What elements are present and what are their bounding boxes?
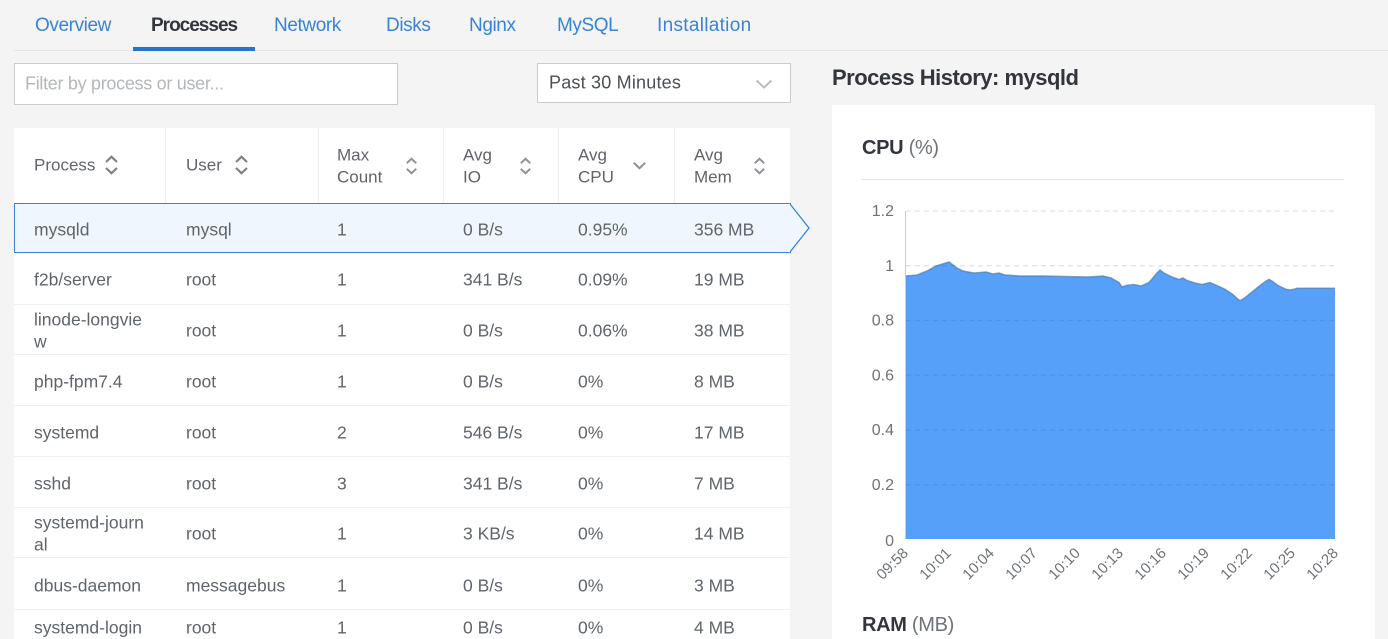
svg-text:10:07: 10:07 [1002,545,1041,584]
svg-text:0.8: 0.8 [872,313,894,330]
svg-text:0.2: 0.2 [872,477,894,494]
svg-text:10:28: 10:28 [1303,545,1342,584]
svg-text:0.4: 0.4 [872,422,894,439]
svg-text:0: 0 [885,533,894,550]
svg-text:10:25: 10:25 [1260,545,1299,584]
svg-text:10:22: 10:22 [1217,545,1256,584]
svg-text:10:13: 10:13 [1088,545,1127,584]
svg-text:10:16: 10:16 [1131,545,1170,584]
svg-text:1.2: 1.2 [872,203,894,220]
svg-text:1: 1 [885,258,894,275]
svg-text:10:19: 10:19 [1174,545,1213,584]
svg-text:09:58: 09:58 [873,545,912,584]
svg-text:10:01: 10:01 [916,545,955,584]
svg-text:10:04: 10:04 [959,545,998,584]
svg-text:0.6: 0.6 [872,367,894,384]
svg-text:10:10: 10:10 [1045,545,1084,584]
